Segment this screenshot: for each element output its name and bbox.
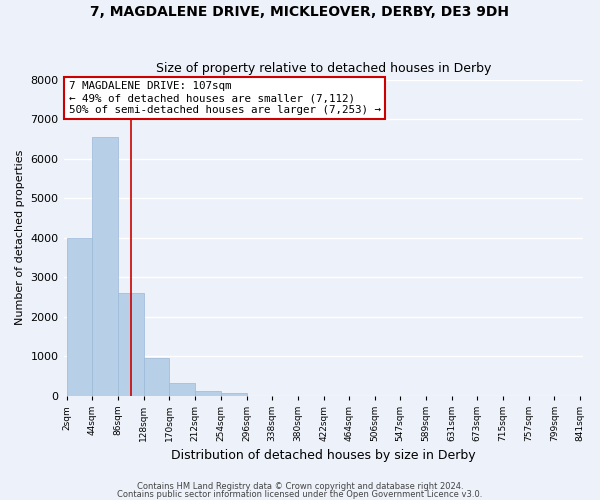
- Bar: [195, 390, 221, 396]
- X-axis label: Distribution of detached houses by size in Derby: Distribution of detached houses by size …: [171, 450, 476, 462]
- Bar: [144, 358, 169, 396]
- Bar: [92, 137, 118, 396]
- Bar: [221, 392, 247, 396]
- Text: 7, MAGDALENE DRIVE, MICKLEOVER, DERBY, DE3 9DH: 7, MAGDALENE DRIVE, MICKLEOVER, DERBY, D…: [91, 5, 509, 19]
- Text: Contains public sector information licensed under the Open Government Licence v3: Contains public sector information licen…: [118, 490, 482, 499]
- Bar: [169, 382, 195, 396]
- Bar: [118, 293, 144, 396]
- Text: 7 MAGDALENE DRIVE: 107sqm
← 49% of detached houses are smaller (7,112)
50% of se: 7 MAGDALENE DRIVE: 107sqm ← 49% of detac…: [69, 82, 381, 114]
- Bar: [67, 238, 92, 396]
- Text: Contains HM Land Registry data © Crown copyright and database right 2024.: Contains HM Land Registry data © Crown c…: [137, 482, 463, 491]
- Title: Size of property relative to detached houses in Derby: Size of property relative to detached ho…: [156, 62, 491, 74]
- Y-axis label: Number of detached properties: Number of detached properties: [15, 150, 25, 326]
